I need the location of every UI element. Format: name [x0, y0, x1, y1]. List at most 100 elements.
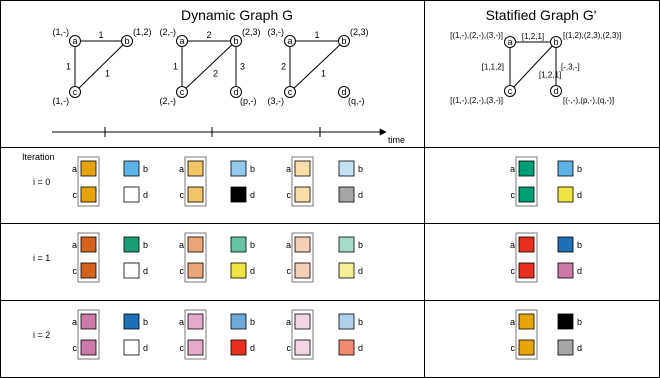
node-label-b: [(1,2),(2,3),(2,3)]	[563, 31, 621, 40]
edge-label-a-b: 1	[98, 30, 103, 40]
color-swatch	[80, 160, 97, 177]
node-b: b (2,3)	[230, 27, 261, 47]
color-swatch	[294, 236, 311, 253]
snapshot-colors-3: a b c d	[286, 156, 363, 207]
node-letter-label: d	[250, 343, 255, 353]
edge-label-a-c: 1	[66, 62, 71, 72]
node-color-c: c	[73, 262, 97, 279]
color-swatch	[338, 236, 355, 253]
iteration-row-1: i = 1 a b c d a b c d a b c d a b c d	[33, 232, 582, 283]
node-circle	[230, 35, 242, 47]
edge-label-a-c: 2	[281, 62, 286, 72]
edge-label-b-c: 1	[105, 69, 110, 79]
node-color-a: a	[510, 160, 535, 177]
node-label-d: (p,-)	[240, 96, 257, 106]
node-circle	[69, 86, 81, 98]
node-color-a: a	[179, 236, 204, 253]
node-color-b: b	[123, 160, 148, 177]
node-letter-label: d	[358, 266, 363, 276]
edge-label-b-d: 3	[240, 62, 245, 72]
edge-label-b-c: [1,2,1]	[539, 71, 561, 80]
color-swatch	[123, 186, 140, 203]
color-swatch	[230, 262, 247, 279]
node-color-b: b	[557, 313, 582, 330]
node-letter: c	[508, 86, 513, 96]
equivalence-bracket	[291, 232, 314, 283]
snapshot-colors-2: a b c d	[179, 309, 255, 360]
node-letter: c	[288, 87, 293, 97]
node-letter-label: d	[577, 343, 582, 353]
node-letter-label: a	[72, 240, 77, 250]
node-a: a(1,-)	[53, 27, 81, 47]
node-color-d: d	[338, 339, 363, 356]
node-color-a: a	[510, 313, 535, 330]
node-letter-label: a	[286, 164, 291, 174]
snapshot-colors-1: a b c d	[72, 156, 148, 207]
node-letter: a	[179, 36, 184, 46]
node-color-b: b	[338, 236, 363, 253]
color-swatch	[187, 262, 204, 279]
node-letter-label: c	[73, 266, 78, 276]
node-letter: b	[233, 36, 238, 46]
node-label-b: (2,3)	[350, 27, 369, 37]
node-letter-label: d	[577, 190, 582, 200]
color-swatch	[557, 236, 574, 253]
node-color-c: c	[287, 186, 311, 203]
node-letter: d	[341, 87, 346, 97]
edge-label-a-b: [1,2,1]	[522, 32, 544, 41]
node-color-d: d	[557, 186, 582, 203]
node-color-c: c	[180, 339, 204, 356]
node-letter-label: b	[250, 164, 255, 174]
color-grid-layer: i = 0 a b c d a b c d a b c d a b c d i = 1 a b c d a b c d a b c d a b…	[33, 156, 582, 360]
color-swatch	[518, 186, 535, 203]
node-b: b (1,2)	[121, 27, 152, 47]
node-color-b: b	[230, 236, 255, 253]
node-letter: d	[553, 86, 558, 96]
iteration-row-2: i = 2 a b c d a b c d a b c d a b c d	[33, 309, 582, 360]
node-letter-label: a	[179, 317, 184, 327]
node-letter-label: d	[250, 190, 255, 200]
color-swatch	[294, 160, 311, 177]
node-letter-label: a	[510, 240, 515, 250]
node-b: b (2,3)	[338, 27, 369, 47]
static-colors: a b c d	[510, 156, 582, 207]
color-swatch	[338, 262, 355, 279]
node-circle	[338, 35, 350, 47]
color-swatch	[187, 339, 204, 356]
node-color-a: a	[286, 160, 311, 177]
iteration-label: Iteration	[22, 152, 55, 162]
node-color-d: d	[123, 186, 148, 203]
node-letter: d	[233, 87, 238, 97]
color-swatch	[518, 262, 535, 279]
node-letter-label: b	[358, 164, 363, 174]
node-a: a(2,-)	[160, 27, 188, 47]
color-swatch	[518, 236, 535, 253]
node-c: c(1,-)	[53, 86, 81, 106]
node-letter-label: a	[510, 164, 515, 174]
node-letter-label: c	[180, 343, 185, 353]
node-letter-label: c	[73, 343, 78, 353]
equivalence-bracket	[184, 156, 207, 207]
node-letter-label: c	[287, 343, 292, 353]
node-letter: b	[553, 37, 558, 47]
node-letter-label: b	[250, 317, 255, 327]
timeline: time	[52, 127, 405, 145]
node-label-a: (1,-)	[53, 27, 70, 37]
node-letter-label: a	[179, 240, 184, 250]
edge-b-c	[181, 40, 237, 93]
node-label-a: (2,-)	[160, 27, 177, 37]
node-c: c(3,-)	[268, 86, 296, 106]
node-color-b: b	[557, 160, 582, 177]
node-color-a: a	[72, 313, 97, 330]
iteration-index-label: i = 0	[33, 177, 50, 187]
color-swatch	[338, 186, 355, 203]
node-d: d(q,-)	[338, 86, 365, 106]
node-color-c: c	[73, 339, 97, 356]
node-letter-label: b	[143, 240, 148, 250]
node-color-c: c	[73, 186, 97, 203]
node-letter-label: b	[143, 317, 148, 327]
iteration-index-label: i = 2	[33, 330, 50, 340]
color-swatch	[80, 262, 97, 279]
node-letter-label: c	[511, 266, 516, 276]
